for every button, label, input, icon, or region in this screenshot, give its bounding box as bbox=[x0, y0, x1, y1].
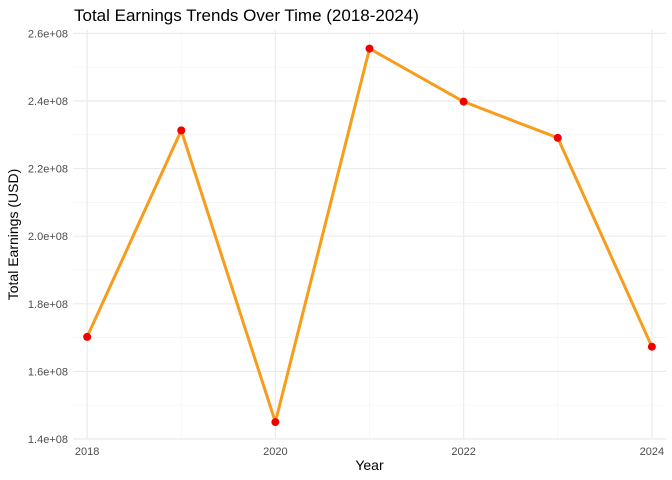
chart-title: Total Earnings Trends Over Time (2018-20… bbox=[74, 6, 419, 25]
x-axis-ticks: 2018 2020 2022 2024 bbox=[75, 446, 664, 458]
data-point bbox=[365, 44, 374, 53]
series-group bbox=[83, 44, 656, 427]
y-tick-label: 2.2e+08 bbox=[28, 164, 68, 176]
data-point bbox=[271, 418, 280, 427]
y-tick-label: 2.0e+08 bbox=[28, 231, 68, 243]
y-axis-title: Total Earnings (USD) bbox=[5, 169, 21, 301]
x-tick-label: 2024 bbox=[640, 446, 664, 458]
data-point bbox=[647, 342, 656, 351]
y-tick-label: 1.6e+08 bbox=[28, 366, 68, 378]
data-point bbox=[553, 133, 562, 142]
y-tick-label: 2.6e+08 bbox=[28, 28, 68, 40]
x-tick-label: 2018 bbox=[75, 446, 99, 458]
data-point bbox=[459, 97, 468, 106]
x-tick-label: 2020 bbox=[263, 446, 287, 458]
x-axis-title: Year bbox=[355, 457, 384, 473]
y-tick-label: 1.8e+08 bbox=[28, 299, 68, 311]
x-tick-label: 2022 bbox=[451, 446, 475, 458]
grid bbox=[73, 30, 666, 440]
data-point bbox=[177, 126, 186, 135]
y-tick-label: 2.4e+08 bbox=[28, 96, 68, 108]
y-tick-label: 1.4e+08 bbox=[28, 434, 68, 446]
y-axis-ticks: 1.4e+08 1.6e+08 1.8e+08 2.0e+08 2.2e+08 2.4e+… bbox=[28, 28, 68, 446]
data-point bbox=[83, 332, 92, 341]
